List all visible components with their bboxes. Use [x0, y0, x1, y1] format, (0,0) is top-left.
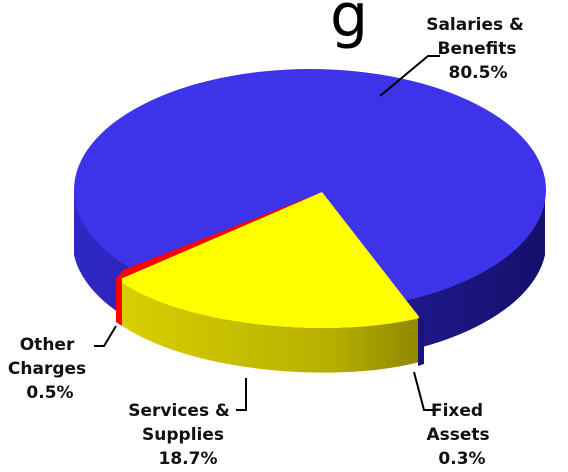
- label-salaries: Salaries & Benefits 80.5%: [426, 15, 530, 83]
- label-services-value: 18.7%: [159, 449, 218, 469]
- label-services: Services & Supplies 18.7%: [128, 401, 235, 469]
- label-other-line1: Other: [20, 335, 75, 355]
- label-other: Other Charges 0.5%: [8, 335, 92, 403]
- label-fixed-line2: Assets: [426, 425, 489, 445]
- label-salaries-line2: Benefits: [438, 39, 517, 59]
- label-fixed-line1: Fixed: [431, 401, 483, 421]
- label-other-line2: Charges: [8, 359, 86, 379]
- slice-side-fixed: [418, 316, 424, 366]
- leader-services: [236, 378, 247, 411]
- slice-side-services: [117, 280, 420, 373]
- slice-top-services: [118, 192, 420, 329]
- label-fixed-value: 0.3%: [438, 449, 485, 469]
- leader-fixed: [413, 371, 438, 411]
- leader-other: [94, 325, 117, 347]
- slice-side-other: [116, 272, 122, 326]
- label-salaries-line1: Salaries &: [426, 15, 524, 35]
- leader-salaries: [379, 55, 440, 97]
- slice-top-other: [118, 192, 322, 280]
- label-fixed: Fixed Assets 0.3%: [426, 401, 495, 469]
- label-services-line2: Supplies: [142, 425, 224, 445]
- label-services-line1: Services &: [128, 401, 230, 421]
- title-fragment: g: [330, 0, 368, 51]
- label-other-value: 0.5%: [26, 383, 73, 403]
- label-salaries-value: 80.5%: [449, 63, 508, 83]
